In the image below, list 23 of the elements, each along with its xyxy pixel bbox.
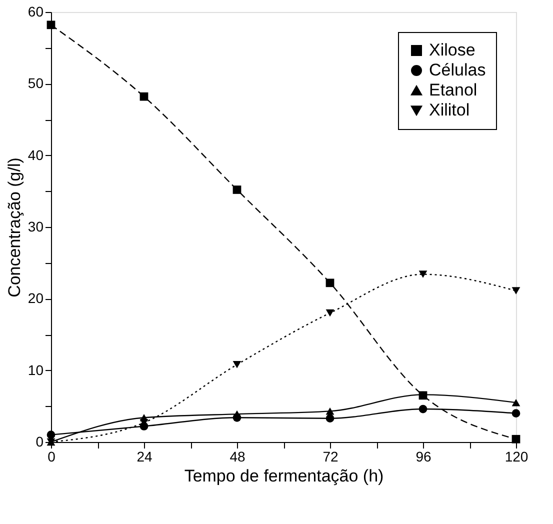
y-tick-label: 10 (28, 362, 44, 378)
x-tick-label: 120 (504, 448, 528, 464)
y-axis-title: Concentração (g/l) (4, 158, 24, 298)
legend-label: Células (429, 60, 486, 80)
y-tick-label: 50 (28, 75, 44, 92)
point (418, 270, 428, 278)
legend-label: Xilose (429, 40, 476, 60)
y-tick-label: 40 (28, 146, 44, 163)
x-tick-label: 96 (416, 448, 432, 464)
point (512, 434, 520, 444)
y-tick-label: 20 (28, 290, 44, 306)
x-tick-label: 72 (322, 448, 338, 464)
y-tick-label: 60 (28, 4, 44, 20)
x-axis-title: Tempo de fermentação (h) (184, 466, 384, 486)
x-tick-label: 0 (48, 448, 56, 464)
point (512, 287, 520, 294)
legend-label: Etanol (429, 80, 478, 100)
y-tick-label: 30 (28, 218, 44, 234)
x-tick-label: 24 (136, 448, 152, 464)
x-tick-label: 48 (230, 448, 246, 464)
point (232, 360, 242, 368)
legend-label: Xilitol (429, 100, 470, 120)
y-tick-label: 0 (36, 434, 44, 450)
